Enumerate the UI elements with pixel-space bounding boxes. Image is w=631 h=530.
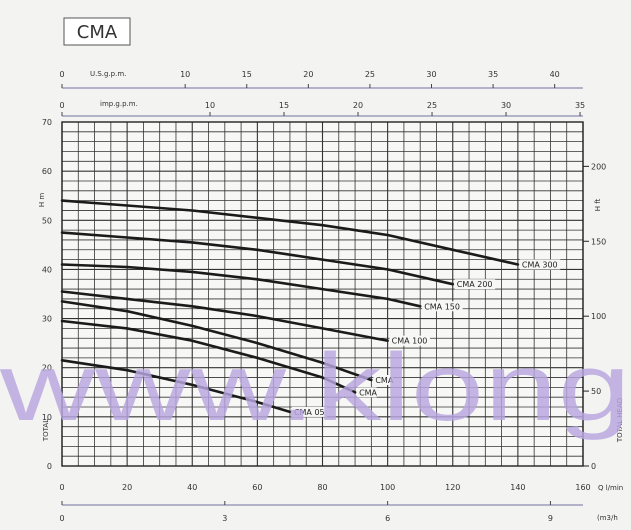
y-right-axis-label: H ft (594, 198, 602, 211)
title-box (63, 17, 131, 46)
series-label-bg (291, 406, 328, 417)
y-right-tick-label: 50 (591, 387, 601, 396)
imp-gpm-axis-tick-label: 0 (59, 101, 64, 110)
series-line (60, 290, 389, 343)
x-tick-label: 160 (575, 483, 590, 492)
m3h-axis-tick-label: 0 (59, 514, 64, 523)
series-label-bg (389, 335, 431, 346)
y-left-tick-label: 30 (42, 315, 52, 324)
x-tick-label: 140 (510, 483, 525, 492)
us-gpm-axis-tick-label: 0 (59, 70, 64, 79)
series-line (60, 231, 455, 286)
imp-gpm-axis-tick-label: 10 (205, 101, 215, 110)
series-label: CMA (359, 388, 377, 397)
series-label-bg (373, 375, 393, 385)
imp-gpm-axis-tick-label: 30 (501, 101, 511, 110)
m3h-axis-tick-label: 9 (548, 514, 553, 523)
series-line (60, 263, 422, 308)
y-left-tick-label: 50 (42, 216, 52, 225)
series-label: CMA 150 (424, 302, 460, 311)
series-line (60, 300, 373, 382)
y-right-tick-label: 150 (591, 237, 606, 246)
y-right-tick-label: 0 (591, 462, 596, 471)
y-left-tick-label: 60 (42, 167, 52, 176)
us-gpm-axis-tick-label: 30 (426, 70, 436, 79)
x-tick-label: 40 (187, 483, 197, 492)
y-left-side-label: TOTAL (42, 419, 50, 442)
series-line (60, 199, 520, 266)
us-gpm-axis-tick-label: 25 (365, 70, 375, 79)
series-label-bg (454, 279, 496, 290)
y-left-tick-label: 40 (42, 265, 52, 274)
y-right-tick-label: 200 (591, 162, 606, 171)
x-tick-label: 20 (122, 483, 132, 492)
series-labels: CMA 300 CMA 200 CMA 150 CMA 100 CMA CMA CMA 05 (291, 259, 561, 417)
chart-title: CMA (77, 22, 118, 43)
series-label-bg (357, 387, 377, 398)
series-line (60, 358, 292, 414)
y-right-side-label: TOTAL HEAD (616, 398, 624, 443)
imp-gpm-axis-tick-label: 20 (353, 101, 363, 110)
series-label: CMA 300 (522, 261, 558, 270)
imp-gpm-axis-tick-label: 15 (279, 101, 289, 110)
x-tick-label: 0 (59, 483, 64, 492)
imp-gpm-axis-tick-label: 35 (575, 101, 585, 110)
y-left-tick-label: 70 (42, 118, 52, 127)
x-tick-label: 100 (380, 483, 395, 492)
y-left-tick-label: 0 (47, 462, 52, 471)
series-label: CMA 05 (294, 408, 325, 417)
y-left-tick-label: 20 (42, 364, 52, 373)
imp-gpm-axis-tick-label: 25 (427, 101, 437, 110)
x-tick-label: 120 (445, 483, 460, 492)
m3h-axis-tick-label: 6 (385, 514, 390, 523)
x-tick-label: 60 (252, 483, 262, 492)
series-line (60, 319, 357, 394)
series-label: CMA (375, 376, 393, 385)
m3h-axis-label: (m3/h (597, 514, 618, 522)
y-right-tick-label: 100 (591, 312, 606, 321)
us-gpm-axis-tick-label: 10 (180, 70, 190, 79)
m3h-axis-tick-label: 3 (222, 514, 227, 523)
x-axis-label: Q l/min (598, 484, 623, 492)
us-gpm-axis-tick-label: 40 (550, 70, 560, 79)
watermark-text: www.klong (0, 334, 631, 441)
x-tick-label: 80 (317, 483, 327, 492)
series-label-bg (422, 301, 463, 312)
y-left-axis-label: H m (38, 193, 46, 207)
y-left-tick-label: 10 (42, 413, 52, 422)
us-gpm-axis-tick-label: 35 (488, 70, 498, 79)
series-lines (60, 199, 520, 414)
us-gpm-axis-tick-label: 20 (303, 70, 313, 79)
us-gpm-axis-tick-label: 15 (242, 70, 252, 79)
imp-gpm-axis-label: imp.g.p.m. (100, 100, 138, 108)
grid (61, 121, 584, 467)
series-label-bg (519, 259, 561, 270)
us-gpm-axis-label: U.S.g.p.m. (90, 70, 126, 78)
plot-border (61, 121, 584, 467)
series-label: CMA 200 (457, 280, 493, 289)
series-label: CMA 100 (392, 337, 428, 346)
